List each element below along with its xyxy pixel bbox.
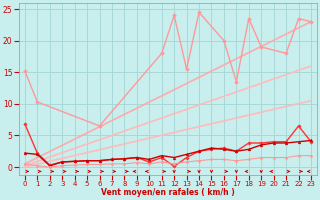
X-axis label: Vent moyen/en rafales ( km/h ): Vent moyen/en rafales ( km/h ) [101, 188, 235, 197]
